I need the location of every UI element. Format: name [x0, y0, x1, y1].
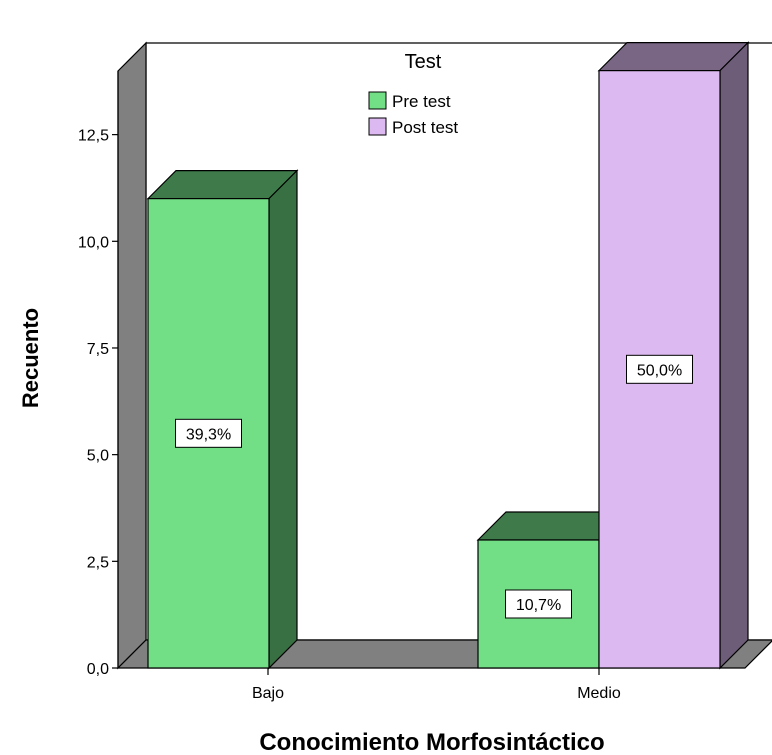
y-tick-label: 5,0 — [87, 448, 109, 465]
legend-swatch — [368, 91, 387, 110]
bar-side — [719, 41, 749, 670]
legend-title: Test — [405, 51, 442, 73]
legend-entry: Pre test — [392, 92, 451, 111]
data-label: 39,3% — [186, 426, 231, 443]
left-wall — [117, 41, 147, 670]
data-label-box — [175, 418, 242, 448]
y-tick-label: 7,5 — [87, 341, 109, 358]
bar-post-test: 50,0% — [597, 41, 750, 670]
y-axis-label: Recuento — [18, 308, 43, 408]
y-tick-label: 0,0 — [87, 661, 109, 678]
data-label-box — [505, 589, 572, 619]
data-label-box — [626, 354, 693, 384]
x-axis: Bajo Medio — [252, 668, 621, 702]
legend: Test Pre test Post test — [368, 51, 458, 137]
y-axis: 0,0 2,5 5,0 7,5 10,0 12,5 — [78, 71, 119, 678]
bar-side — [268, 169, 298, 670]
legend-swatch — [368, 117, 387, 136]
y-tick-label: 2,5 — [87, 554, 109, 571]
y-tick-label: 12,5 — [78, 128, 109, 145]
data-label: 50,0% — [637, 362, 682, 379]
x-axis-label: Conocimiento Morfosintáctico — [259, 729, 604, 755]
data-label: 10,7% — [516, 597, 561, 614]
y-tick-label: 10,0 — [78, 234, 109, 251]
legend-entry: Post test — [392, 118, 458, 137]
x-tick-label: Bajo — [252, 685, 284, 702]
bar-pre-test: 39,3% — [146, 169, 299, 670]
bars: 39,3% 10,7% 50,0% — [146, 41, 750, 670]
x-tick-label: Medio — [577, 685, 621, 702]
